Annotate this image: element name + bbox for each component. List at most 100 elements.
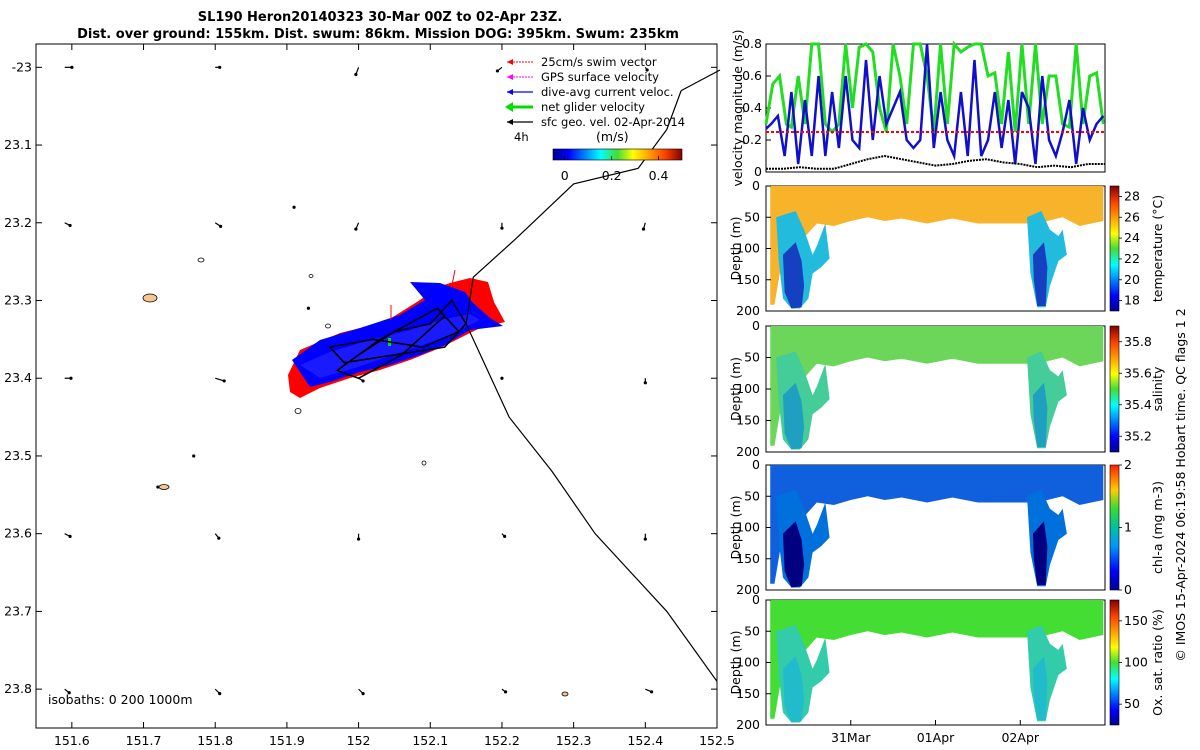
map-colorbar-tick-label: 0	[561, 168, 569, 183]
colorbar-unit-label: (m/s)	[596, 129, 629, 144]
geo-vector-head	[218, 692, 222, 696]
map-y-tick-label: 23.1	[4, 137, 32, 152]
section-y-tick-label: 50	[744, 350, 760, 365]
section-colorbar	[1109, 185, 1120, 312]
geo-vector-head	[643, 381, 647, 385]
geo-vector-head	[354, 227, 358, 231]
velocity-series	[764, 40, 1105, 170]
geo-vector-head	[219, 224, 223, 228]
section-colorbar-tick-label: 28	[1124, 188, 1140, 203]
legend-gps-velocity: GPS surface velocity	[541, 70, 659, 84]
map-y-tick-label: 23.4	[4, 370, 32, 385]
section-colorbar-tick-label: 35.6	[1124, 365, 1152, 380]
map-y-tick-label: 23.6	[4, 526, 32, 541]
geo-vector-head	[70, 65, 74, 69]
section-y-tick-label: 100	[736, 241, 760, 256]
map-x-tick-label: 151.7	[126, 733, 162, 748]
geo-vector-head	[645, 68, 649, 72]
legend-swim-vector: 25cm/s swim vector	[541, 55, 657, 69]
section-colorbar-tick-label: 35.2	[1124, 428, 1152, 443]
red-vector	[451, 269, 456, 286]
section-colorbar-tick-label: 2	[1124, 457, 1132, 472]
section-deep-right	[1032, 382, 1048, 447]
map-colorbar-tick-label: 0.4	[649, 168, 669, 183]
chlorophyll-section: 0 50 100 150 200 Depth (m) 0 1 2 chl-a (mg m-3)	[728, 457, 1165, 597]
isobaths-label: isobaths: 0 200 1000m	[48, 692, 193, 707]
legend-dive-avg-current: dive-avg current veloc.	[541, 85, 674, 99]
section-colorbar-tick-label: 0	[1124, 582, 1132, 597]
section-surface-layer	[770, 186, 1104, 305]
geo-vector-head	[503, 690, 508, 694]
reef-island	[158, 484, 170, 490]
geo-vector-head	[68, 534, 72, 538]
section-colorbar-tick-label: 1	[1124, 520, 1132, 535]
geo-vector-head	[222, 379, 226, 383]
section-deep-left	[782, 521, 805, 588]
velocity-y-label: velocity magnitude (m/s)	[730, 29, 745, 186]
map-y-tick-label: -23	[12, 59, 32, 74]
section-colorbar-tick-label: 18	[1124, 293, 1140, 308]
geo-vector-head	[68, 223, 72, 228]
section-deep-right	[1032, 656, 1048, 720]
section-y-tick-label: 200	[736, 582, 760, 597]
map-x-tick-label: 152.1	[412, 733, 448, 748]
reef-island	[142, 293, 158, 303]
section-y-tick-label: 0	[752, 178, 760, 193]
section-y-tick-label: 150	[736, 272, 760, 287]
section-y-label: Depth (m)	[728, 631, 743, 695]
map-x-tick-label: 152.4	[627, 733, 663, 748]
geo-vector-head	[641, 227, 646, 231]
figure-title-line2: Dist. over ground: 155km. Dist. swum: 86…	[77, 27, 679, 42]
map-y-tick-label: 23.3	[4, 293, 32, 308]
map-axes-frame	[35, 43, 718, 729]
section-deep-right	[1032, 521, 1048, 585]
map-colorbar	[552, 148, 683, 161]
reef-island	[421, 460, 427, 466]
geo-vector-head	[306, 306, 310, 310]
section-y-tick-label: 50	[744, 488, 760, 503]
section-colorbar-label: temperature (°C)	[1150, 195, 1165, 302]
reef-island	[561, 691, 569, 697]
geo-vector-head	[361, 692, 365, 696]
map-y-ticks: -23 23.1 23.2 23.3 23.4 23.5 23.6 23.7 23.8	[4, 59, 717, 696]
section-colorbar	[1109, 325, 1120, 453]
section-y-tick-label: 200	[736, 444, 760, 459]
section-colorbar-tick-label: 26	[1124, 209, 1140, 224]
geo-vector-head	[495, 69, 500, 73]
section-y-tick-label: 0	[752, 457, 760, 472]
geo-vector-head	[218, 65, 222, 69]
section-y-label: Depth (m)	[728, 357, 743, 421]
velocity-panel: 0 0.2 0.4 0.6 0.8 velocity magnitude (m/s)	[730, 29, 1106, 187]
section-y-tick-label: 50	[744, 623, 760, 638]
section-y-tick-label: 100	[736, 381, 760, 396]
section-surface-layer	[770, 600, 1104, 719]
velocity-y-tick-label: 0.2	[742, 132, 762, 147]
section-y-tick-label: 200	[736, 303, 760, 318]
section-colorbar-tick-label: 20	[1124, 272, 1140, 287]
velocity-y-tick-label: 0.4	[742, 100, 762, 115]
section-y-tick-label: 150	[736, 413, 760, 428]
map-x-ticks: 151.6 151.7 151.8 151.9 152 152.1 152.2 152.3 15…	[54, 44, 735, 748]
section-colorbar-label: salinity	[1150, 366, 1165, 411]
section-y-label: Depth (m)	[728, 217, 743, 281]
section-colorbar-label: chl-a (mg m-3)	[1150, 481, 1165, 574]
geo-vector-head	[69, 376, 73, 380]
reef-island	[325, 323, 331, 329]
section-colorbar	[1109, 599, 1120, 726]
geo-velocity-vectors	[64, 65, 654, 696]
section-colorbar-tick-label: 35.8	[1124, 334, 1152, 349]
temperature-section: 0 50 100 150 200 Depth (m) 18 20 22 24 26 28 tempera…	[728, 178, 1165, 318]
map-colorbar-tick-label: 0.2	[602, 168, 622, 183]
section-x-tick-label: 31Mar	[831, 730, 871, 745]
geo-vector-head	[500, 376, 504, 380]
velocity-series-black	[766, 154, 1105, 170]
figure-title-line1: SL190 Heron20140323 30-Mar 00Z to 02-Apr…	[198, 10, 563, 25]
section-y-tick-label: 0	[752, 592, 760, 607]
geo-vector-head	[292, 205, 296, 209]
section-colorbar-tick-label: 100	[1124, 655, 1148, 670]
map-y-tick-label: 23.2	[4, 215, 32, 230]
section-y-tick-label: 150	[736, 551, 760, 566]
figure-credit: © IMOS 15-Apr-2024 06:19:58 Hobart time.…	[1173, 308, 1188, 661]
